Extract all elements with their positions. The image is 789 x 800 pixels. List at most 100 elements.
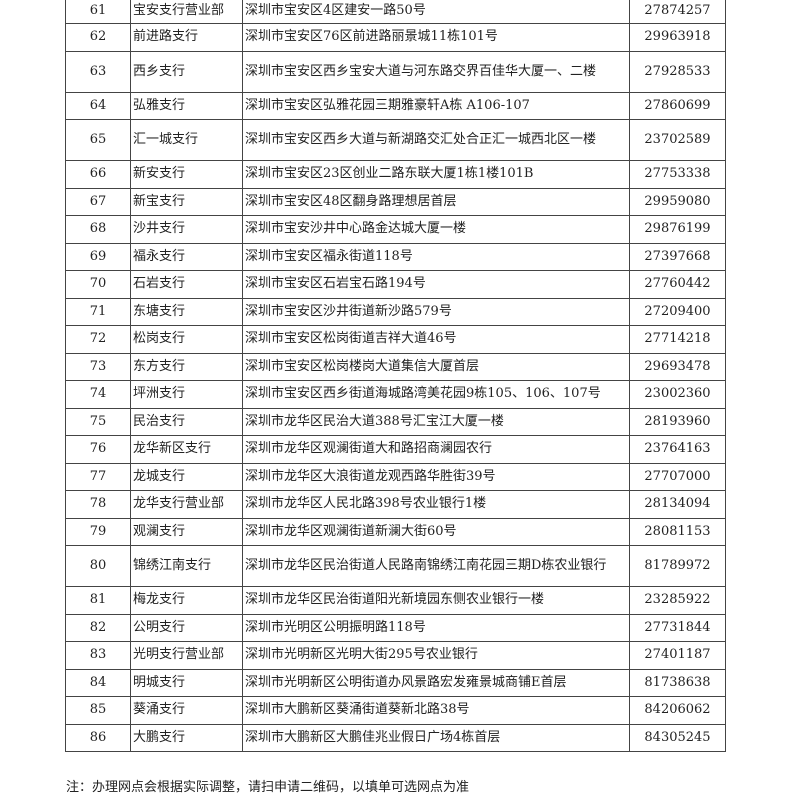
row-number: 69 [65,242,131,271]
branch-phone: 84305245 [629,723,726,752]
row-number: 62 [65,23,131,52]
branch-phone: 28081153 [629,517,726,546]
row-number: 71 [65,297,131,326]
branch-address: 深圳市龙华区大浪街道龙观西路华胜街39号 [242,462,630,491]
branch-name: 西乡支行 [130,50,243,93]
row-number: 82 [65,613,131,642]
branch-name: 光明支行营业部 [130,641,243,670]
branch-address: 深圳市龙华区民治街道阳光新境园东侧农业银行一楼 [242,586,630,615]
branch-phone: 29876199 [629,215,726,244]
branch-name: 明城支行 [130,668,243,697]
branch-name: 龙城支行 [130,462,243,491]
table-row: 69 福永支行 深圳市宝安区福永街道118号 27397668 [65,242,726,271]
branch-name: 石岩支行 [130,270,243,299]
branch-phone: 29693478 [629,352,726,381]
branch-address: 深圳市宝安区西乡宝安大道与河东路交界百佳华大厦一、二楼 [242,50,630,93]
table-row: 74 坪洲支行 深圳市宝安区西乡街道海城路湾美花园9栋105、106、107号 230… [65,380,726,409]
branch-phone: 27714218 [629,325,726,354]
table-row: 72 松岗支行 深圳市宝安区松岗街道吉祥大道46号 27714218 [65,325,726,354]
branch-phone: 27860699 [629,91,726,120]
table-row: 82 公明支行 深圳市光明区公明振明路118号 27731844 [65,613,726,642]
row-number: 81 [65,586,131,615]
branch-phone: 28134094 [629,490,726,519]
row-number: 78 [65,490,131,519]
branch-phone: 23285922 [629,586,726,615]
branch-phone: 27760442 [629,270,726,299]
branch-address: 深圳市宝安区76区前进路丽景城11栋101号 [242,23,630,52]
row-number: 67 [65,187,131,216]
table-row: 86 大鹏支行 深圳市大鹏新区大鹏佳兆业假日广场4栋首层 84305245 [65,723,726,752]
branch-address: 深圳市宝安区弘雅花园三期雅豪轩A栋 A106-107 [242,91,630,120]
branch-address: 深圳市宝安区西乡街道海城路湾美花园9栋105、106、107号 [242,380,630,409]
branch-name: 沙井支行 [130,215,243,244]
branch-name: 福永支行 [130,242,243,271]
row-number: 80 [65,545,131,587]
row-number: 66 [65,160,131,189]
branch-address: 深圳市龙华区观澜街道新澜大街60号 [242,517,630,546]
branch-phone: 27928533 [629,50,726,93]
branch-name: 观澜支行 [130,517,243,546]
table-row: 63 西乡支行 深圳市宝安区西乡宝安大道与河东路交界百佳华大厦一、二楼 2792853… [65,50,726,93]
table-row: 67 新宝支行 深圳市宝安区48区翻身路理想居首层 29959080 [65,187,726,216]
branch-name: 松岗支行 [130,325,243,354]
branch-address: 深圳市光明新区光明大街295号农业银行 [242,641,630,670]
branch-table: 61 宝安支行营业部 深圳市宝安区4区建安一路50号 27874257 62 前进路支行深… [65,0,726,752]
table-row: 66 新安支行 深圳市宝安区23区创业二路东联大厦1栋1楼101B 27753338 [65,160,726,189]
branch-phone: 23002360 [629,380,726,409]
row-number: 64 [65,91,131,120]
branch-phone: 29963918 [629,23,726,52]
branch-phone: 27707000 [629,462,726,491]
table-row: 70 石岩支行 深圳市宝安区石岩宝石路194号 27760442 [65,270,726,299]
branch-phone: 27874257 [629,0,726,24]
row-number: 61 [65,0,131,24]
branch-name: 前进路支行 [130,23,243,52]
table-row: 81 梅龙支行 深圳市龙华区民治街道阳光新境园东侧农业银行一楼 23285922 [65,586,726,615]
row-number: 73 [65,352,131,381]
row-number: 74 [65,380,131,409]
table-row: 76 龙华新区支行 深圳市龙华区观澜街道大和路招商澜园农行 23764163 [65,435,726,464]
table-row: 61 宝安支行营业部 深圳市宝安区4区建安一路50号 27874257 [65,0,726,24]
branch-phone: 27209400 [629,297,726,326]
table-row: 79 观澜支行 深圳市龙华区观澜街道新澜大街60号 28081153 [65,517,726,546]
branch-name: 民治支行 [130,407,243,436]
branch-name: 弘雅支行 [130,91,243,120]
row-number: 86 [65,723,131,752]
table-row: 85 葵涌支行 深圳市大鹏新区葵涌街道葵新北路38号 84206062 [65,696,726,725]
branch-name: 新宝支行 [130,187,243,216]
branch-name: 葵涌支行 [130,696,243,725]
branch-address: 深圳市大鹏新区大鹏佳兆业假日广场4栋首层 [242,723,630,752]
branch-name: 大鹏支行 [130,723,243,752]
branch-phone: 27401187 [629,641,726,670]
branch-name: 梅龙支行 [130,586,243,615]
table-row: 80 锦绣江南支行 深圳市龙华区民治街道人民路南锦绣江南花园三期D栋农业银行 8178… [65,545,726,587]
branch-address: 深圳市光明区公明振明路118号 [242,613,630,642]
table-row: 64 弘雅支行 深圳市宝安区弘雅花园三期雅豪轩A栋 A106-107 27860699 [65,91,726,120]
table-row: 65 汇一城支行 深圳市宝安区西乡大道与新湖路交汇处合正汇一城西北区一楼 237025… [65,119,726,161]
table-row: 84 明城支行 深圳市光明新区公明街道办风景路宏发雍景城商铺E首层 81738638 [65,668,726,697]
branch-address: 深圳市宝安区4区建安一路50号 [242,0,630,24]
branch-name: 宝安支行营业部 [130,0,243,24]
branch-phone: 27731844 [629,613,726,642]
branch-name: 汇一城支行 [130,119,243,161]
branch-name: 公明支行 [130,613,243,642]
branch-address: 深圳市宝安区福永街道118号 [242,242,630,271]
row-number: 79 [65,517,131,546]
row-number: 72 [65,325,131,354]
table-row: 71 东塘支行 深圳市宝安区沙井街道新沙路579号 27209400 [65,297,726,326]
branch-name: 龙华新区支行 [130,435,243,464]
branch-phone: 23702589 [629,119,726,161]
table-row: 62 前进路支行 深圳市宝安区76区前进路丽景城11栋101号 29963918 [65,23,726,52]
branch-phone: 23764163 [629,435,726,464]
branch-address: 深圳市光明新区公明街道办风景路宏发雍景城商铺E首层 [242,668,630,697]
table-row: 78 龙华支行营业部 深圳市龙华区人民北路398号农业银行1楼 28134094 [65,490,726,519]
table-row: 77 龙城支行 深圳市龙华区大浪街道龙观西路华胜街39号 27707000 [65,462,726,491]
footnote: 注：办理网点会根据实际调整，请扫申请二维码，以填单可选网点为准 [66,780,470,795]
table-row: 75 民治支行 深圳市龙华区民治大道388号汇宝江大厦一楼 28193960 [65,407,726,436]
branch-name: 坪洲支行 [130,380,243,409]
row-number: 68 [65,215,131,244]
branch-name: 锦绣江南支行 [130,545,243,587]
branch-address: 深圳市宝安沙井中心路金达城大厦一楼 [242,215,630,244]
row-number: 76 [65,435,131,464]
branch-address: 深圳市龙华区观澜街道大和路招商澜园农行 [242,435,630,464]
row-number: 63 [65,50,131,93]
